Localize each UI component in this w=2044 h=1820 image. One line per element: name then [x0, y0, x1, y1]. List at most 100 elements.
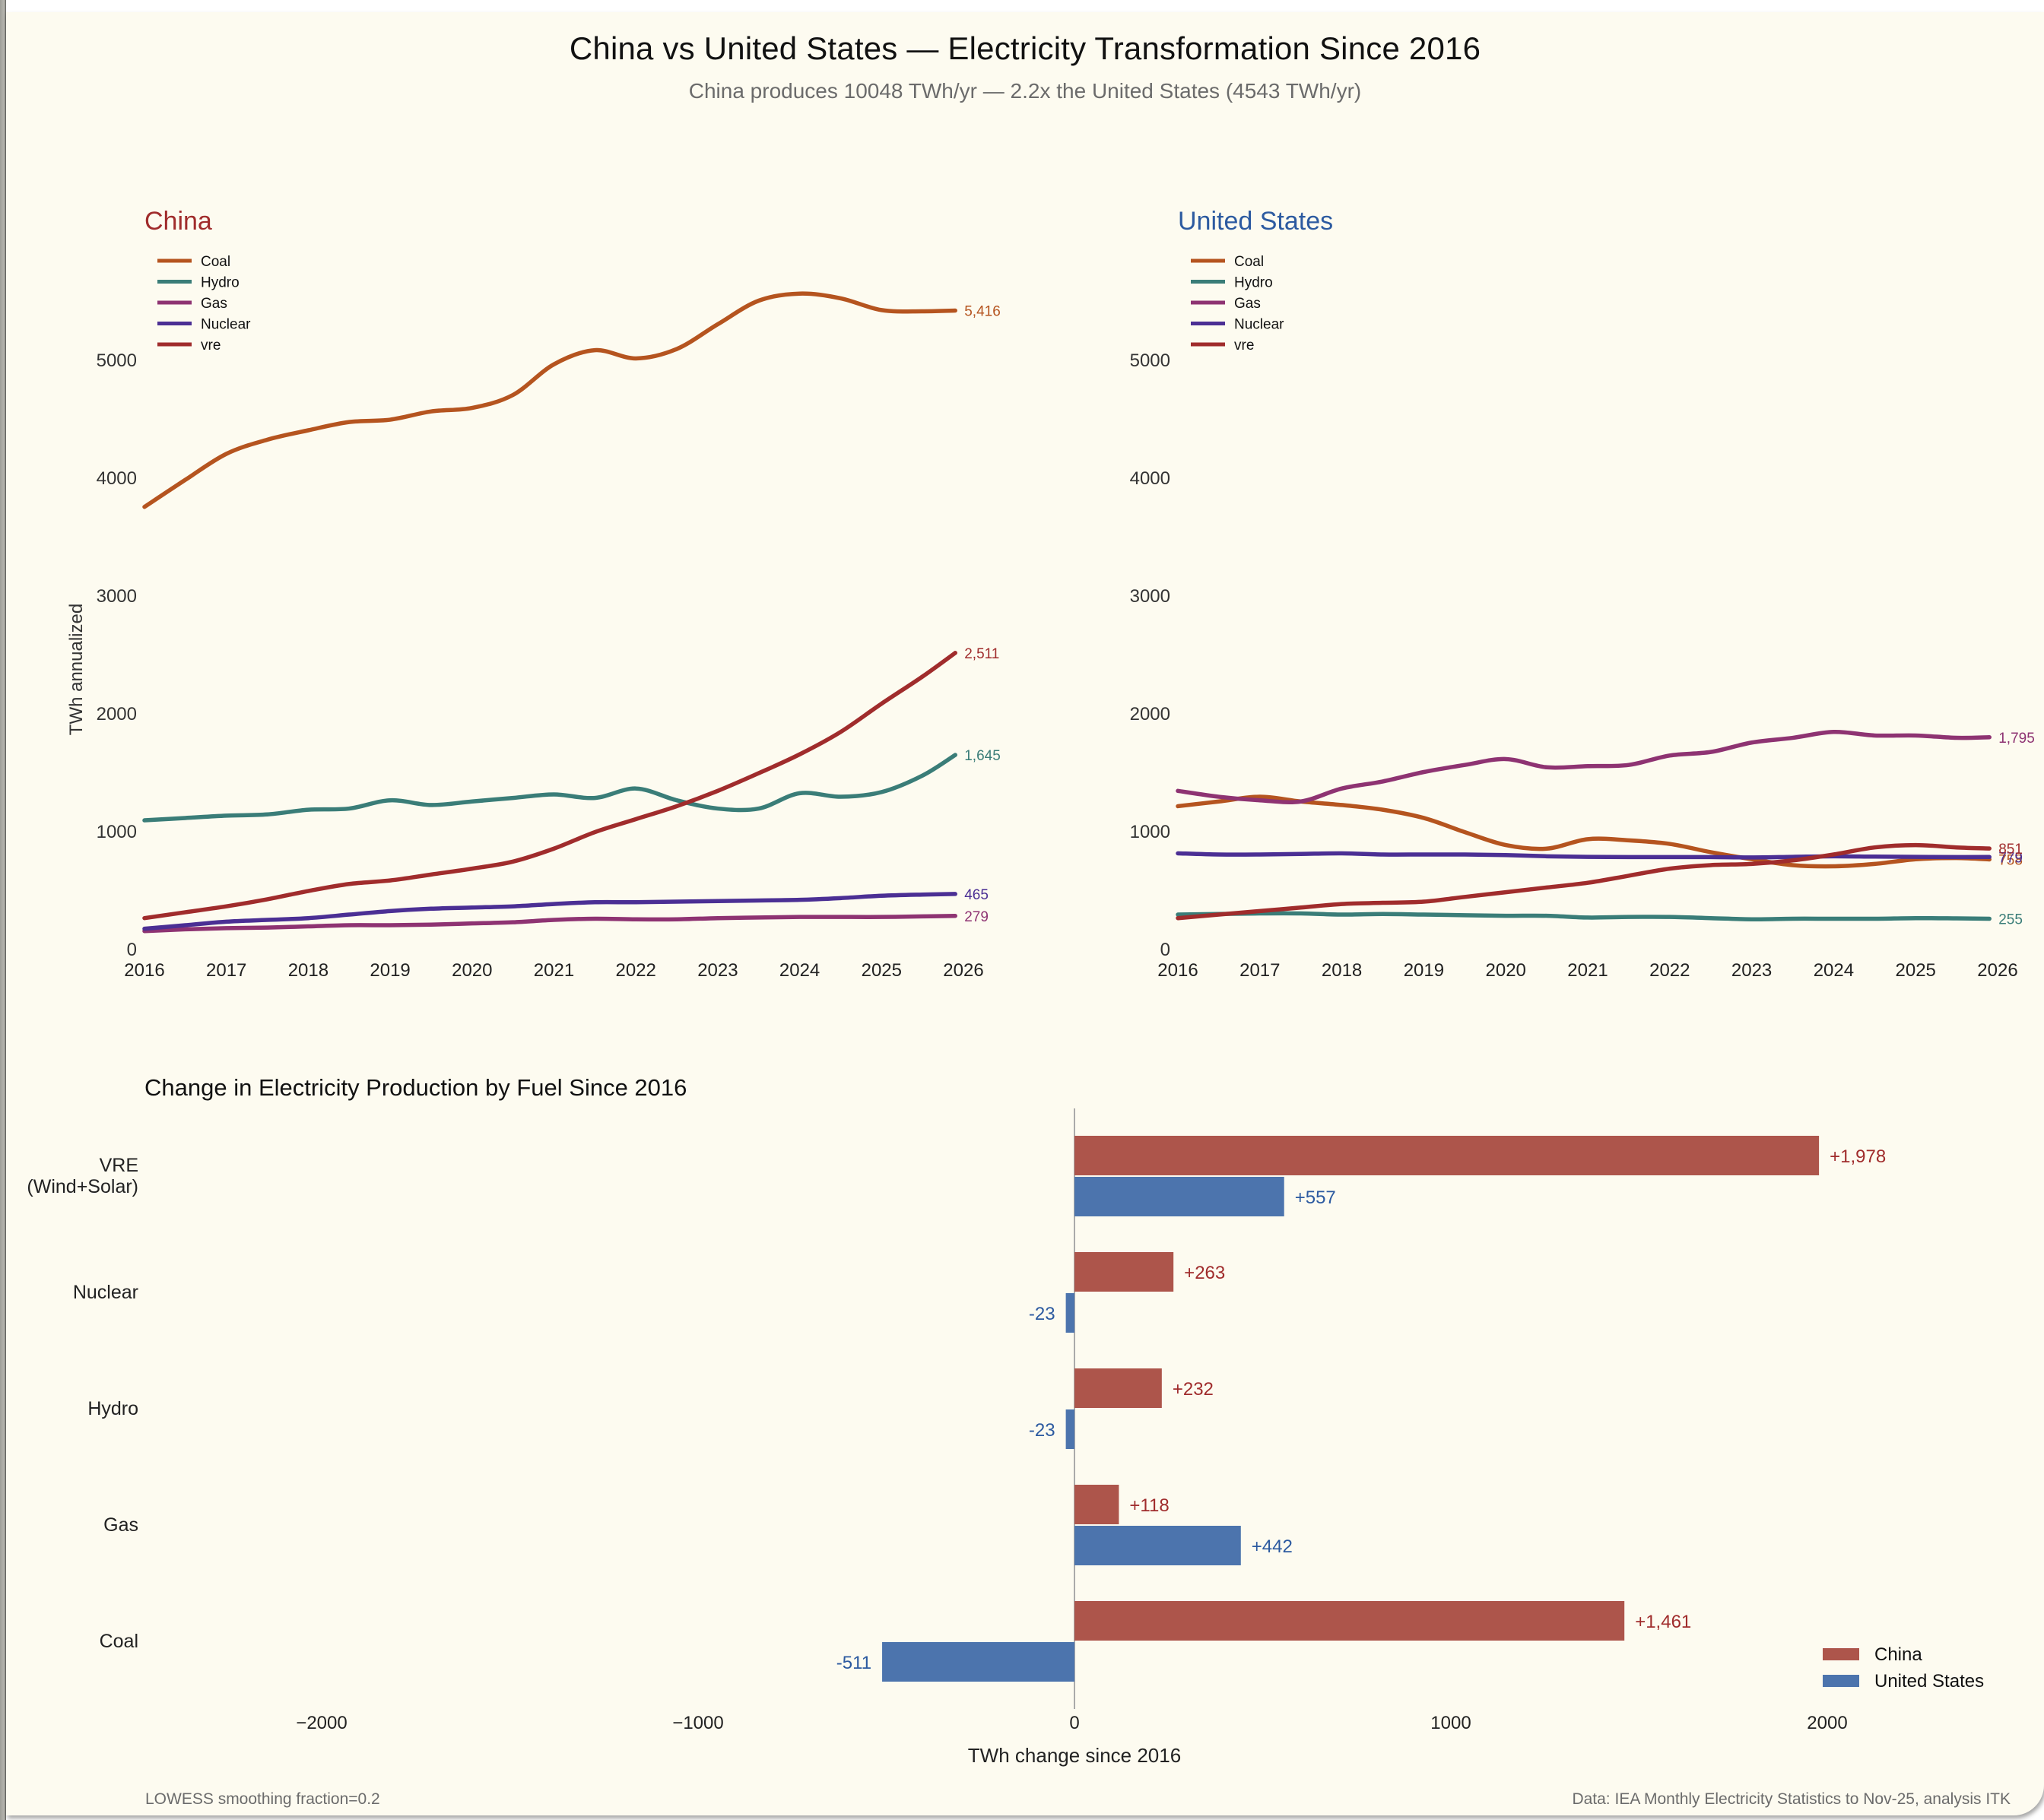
- x-tick-label: 2000: [1807, 1713, 1847, 1733]
- us-coal-line: [1176, 794, 1992, 869]
- legend-label-coal: Coal: [1234, 254, 1264, 270]
- category-label: Nuclear: [73, 1282, 138, 1303]
- x-tick-label: 2021: [1567, 960, 1608, 981]
- legend-swatch-china_bar: [1823, 1648, 1859, 1660]
- us-bar: [1074, 1177, 1284, 1216]
- us-panel-title: United States: [1178, 207, 1333, 236]
- category-label: Gas: [103, 1514, 138, 1536]
- y-tick-label: 0: [1160, 940, 1170, 960]
- y-tick-label: 1000: [1130, 822, 1170, 842]
- legend-label-hydro: Hydro: [1234, 275, 1273, 291]
- x-tick-label: 2025: [862, 960, 902, 981]
- x-tick-label: 2017: [1239, 960, 1280, 981]
- legend-label-us_bar: United States: [1874, 1671, 1984, 1692]
- category-label: VRE: [100, 1155, 138, 1176]
- legend-label-nuclear: Nuclear: [201, 317, 251, 333]
- y-tick-label: 4000: [1130, 468, 1170, 489]
- y-tick-label: 3000: [1130, 586, 1170, 607]
- china-panel-title: China: [144, 207, 212, 236]
- china-coal-end-label: 5,416: [964, 304, 1001, 320]
- x-tick-label: 2023: [1731, 960, 1772, 981]
- category-label: (Wind+Solar): [27, 1176, 138, 1197]
- x-tick-label: 2019: [1404, 960, 1444, 981]
- legend-label-vre: vre: [201, 338, 221, 354]
- x-tick-label: 2024: [1814, 960, 1854, 981]
- us-hydro-line: [1176, 911, 1992, 922]
- us-nuclear-end-label: 779: [1998, 850, 2023, 866]
- legend-label-gas: Gas: [1234, 296, 1261, 312]
- x-tick-label: 2020: [1486, 960, 1526, 981]
- bar-value-label: +1,461: [1635, 1612, 1691, 1632]
- china-bar: [1074, 1601, 1625, 1641]
- china-bar: [1074, 1136, 1820, 1175]
- bar-value-label: +557: [1295, 1187, 1336, 1208]
- y-tick-label: 3000: [97, 586, 137, 607]
- china-hydro-end-label: 1,645: [964, 748, 1001, 764]
- y-tick-label: 5000: [97, 350, 137, 371]
- x-tick-label: 2024: [779, 960, 820, 981]
- china-nuclear-end-label: 465: [964, 887, 989, 903]
- china-bar: [1074, 1368, 1162, 1408]
- bar-value-label: +118: [1129, 1495, 1169, 1516]
- china-gas-end-label: 279: [964, 909, 989, 925]
- category-label: Hydro: [87, 1398, 138, 1419]
- china-vre-line: [142, 651, 957, 921]
- category-label: Coal: [100, 1631, 138, 1652]
- figure-title: China vs United States — Electricity Tra…: [569, 30, 1481, 66]
- x-tick-label: 2022: [1649, 960, 1690, 981]
- x-tick-label: 2018: [288, 960, 328, 981]
- legend-swatch-us_bar: [1823, 1675, 1859, 1687]
- us-gas-end-label: 1,795: [1998, 731, 2035, 747]
- x-tick-label: 2026: [943, 960, 983, 981]
- change-bar-chart: Change in Electricity Production by Fuel…: [27, 1074, 1984, 1767]
- bar-value-label: -23: [1029, 1420, 1055, 1441]
- y-tick-label: 5000: [1130, 350, 1170, 371]
- x-tick-label: 2020: [452, 960, 492, 981]
- x-axis-label: TWh change since 2016: [968, 1744, 1181, 1767]
- us-vre-end-label: 851: [1998, 842, 2023, 858]
- x-tick-label: 2019: [370, 960, 410, 981]
- x-tick-label: 2022: [616, 960, 656, 981]
- us-bar: [1074, 1526, 1241, 1565]
- us-bar: [882, 1642, 1074, 1682]
- bar-value-label: +232: [1173, 1379, 1214, 1400]
- bar-value-label: +263: [1184, 1263, 1225, 1283]
- china-bar: [1074, 1485, 1119, 1524]
- us-hydro-end-label: 255: [1998, 912, 2023, 927]
- y-tick-label: 2000: [97, 704, 137, 725]
- legend-label-vre: vre: [1234, 338, 1254, 354]
- us-line-chart: United States 0 1000 2000 3000 4000 5000 2016 20…: [1130, 207, 2035, 981]
- us-nuclear-line: [1176, 851, 1992, 860]
- bar-chart-title: Change in Electricity Production by Fuel…: [144, 1074, 687, 1101]
- x-tick-label: −1000: [672, 1713, 723, 1733]
- china-line-chart: China 0 1000 2000 3000 4000 5000 2016 2017 2018 20…: [66, 207, 1001, 981]
- bar-value-label: +442: [1252, 1536, 1293, 1557]
- y-tick-label: 0: [127, 940, 137, 960]
- legend-label-hydro: Hydro: [201, 275, 240, 291]
- legend-label-coal: Coal: [201, 254, 230, 270]
- window-edge: [0, 0, 6, 1820]
- us-bar: [1065, 1409, 1074, 1449]
- x-tick-label: 2021: [534, 960, 574, 981]
- china-coal-line: [142, 291, 957, 509]
- china-gas-line: [142, 914, 957, 934]
- x-tick-label: 2023: [697, 960, 738, 981]
- china-nuclear-line: [142, 892, 957, 931]
- legend-label-china_bar: China: [1874, 1644, 1922, 1665]
- x-tick-label: 2026: [1977, 960, 2017, 981]
- us-coal-end-label: 758: [1998, 853, 2023, 869]
- bar-value-label: -23: [1029, 1304, 1055, 1324]
- china-hydro-line: [142, 753, 957, 823]
- y-tick-label: 4000: [97, 468, 137, 489]
- x-tick-label: −2000: [296, 1713, 347, 1733]
- smoothing-note: LOWESS smoothing fraction=0.2: [145, 1790, 380, 1808]
- us-vre-line: [1176, 842, 1992, 921]
- data-source-note: Data: IEA Monthly Electricity Statistics…: [1572, 1790, 2011, 1808]
- x-tick-label: 2016: [1157, 960, 1198, 981]
- y-tick-label: 2000: [1130, 704, 1170, 725]
- y-axis-label: TWh annualized: [66, 604, 87, 735]
- x-tick-label: 2025: [1896, 960, 1936, 981]
- bar-value-label: +1,978: [1830, 1146, 1886, 1167]
- legend-label-nuclear: Nuclear: [1234, 317, 1284, 333]
